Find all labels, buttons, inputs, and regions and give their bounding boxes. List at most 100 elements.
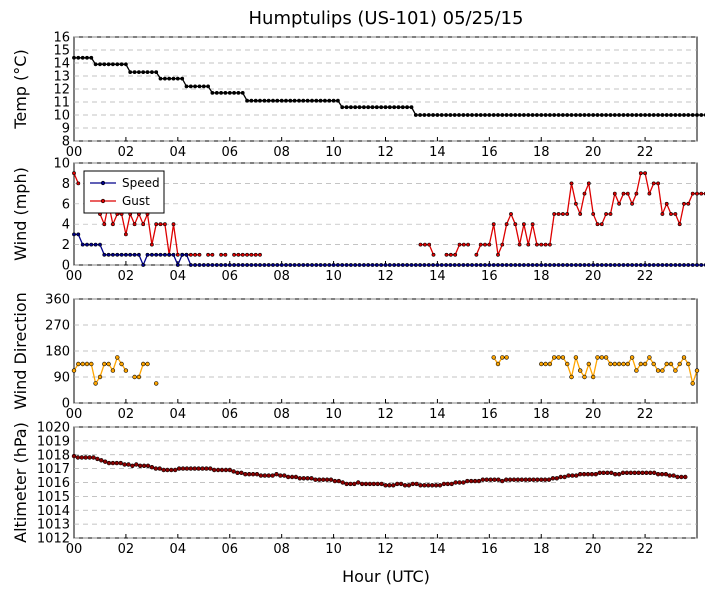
altimeter-series-point [433, 483, 439, 488]
altimeter-series-point [430, 483, 435, 488]
x-tick-label: 10 [325, 145, 342, 160]
speed-series-point [227, 263, 232, 267]
speed-series-point [348, 263, 353, 267]
direction-series-2-point [547, 361, 553, 367]
altimeter-series-point [519, 477, 524, 482]
speed-series-point [517, 263, 522, 267]
temp-series-point [236, 91, 241, 95]
temp-series-point [526, 113, 531, 117]
altimeter-series-point [83, 455, 88, 460]
temp-series-point [331, 98, 336, 103]
gust-series-late-point [574, 201, 578, 206]
legend-label: Gust [122, 194, 150, 208]
temp-series-point [509, 113, 513, 117]
altimeter-series-point [484, 477, 489, 482]
speed-series-point [210, 263, 215, 267]
direction-series-2-point [634, 368, 639, 373]
speed-series-point [647, 263, 652, 267]
gust-series-late-point [630, 201, 635, 206]
temp-series-point [318, 98, 323, 103]
direction-series-0-point [136, 374, 142, 380]
gust-series-late-point [565, 212, 570, 216]
speed-series-point [232, 263, 237, 267]
temp-series-point [149, 70, 154, 75]
y-tick-label: 11 [53, 96, 70, 111]
temp-series-point [418, 113, 423, 117]
altimeter-series-point [511, 477, 517, 482]
y-tick-label: 270 [45, 319, 70, 334]
temp-series-point [695, 113, 699, 117]
temp-series-point [379, 105, 384, 110]
panel-2: 0 90 180 270 360 00 02 04 06 08 10 12 14 16 18 20 22 Wind… [11, 292, 700, 422]
altimeter-series-point [414, 481, 419, 487]
y-tick-label: 1014 [37, 504, 70, 519]
altimeter-series-point [453, 480, 458, 485]
speed-series-point [301, 263, 306, 267]
altimeter-series-point [91, 455, 96, 460]
altimeter-series-point [398, 481, 404, 487]
altimeter-series-point [546, 477, 552, 482]
y-tick-label: 1019 [37, 434, 70, 449]
temp-series-point [119, 62, 124, 67]
temp-series-point [141, 70, 146, 75]
temp-series-point [232, 91, 237, 95]
temp-series-point [483, 113, 487, 117]
temp-series-point [548, 113, 552, 117]
speed-series-point [253, 263, 258, 267]
altimeter-series-point [616, 472, 622, 477]
gust-series-late-point [643, 171, 648, 176]
altimeter-series-point [188, 466, 194, 471]
speed-series-point [322, 263, 327, 267]
legend-swatch-point [100, 180, 106, 186]
direction-series-2-point [612, 361, 617, 367]
speed-series-point [638, 263, 643, 267]
speed-series-point [145, 252, 150, 257]
direction-series-2-point [655, 368, 661, 373]
altimeter-series-point [215, 467, 221, 473]
gust-series-late-point [526, 242, 531, 247]
temp-series-point [184, 84, 189, 89]
altimeter-series-point [457, 480, 462, 485]
temp-series-point [478, 113, 483, 117]
temp-series-point [660, 113, 665, 117]
y-tick-label: 2 [62, 238, 70, 253]
gust-series-low [180, 252, 262, 257]
y-tick-label: 8 [62, 177, 70, 192]
speed-series-point [539, 263, 544, 267]
direction-series-2-point [603, 355, 609, 360]
gust-series-mid-point [427, 242, 432, 247]
speed-series-point [643, 263, 648, 267]
x-tick-label: 06 [221, 145, 238, 160]
temp-series-point [574, 113, 578, 117]
speed-series-point [314, 263, 319, 267]
temp-series-point [223, 91, 228, 95]
temp-series-point [669, 113, 673, 117]
speed-series-point [556, 263, 561, 267]
altimeter-series-point [624, 470, 630, 475]
altimeter-series-point [130, 463, 135, 468]
x-tick-label: 06 [221, 407, 238, 422]
speed-series-point [669, 263, 673, 267]
gust-series-late-point [561, 212, 565, 216]
y-axis-label: Altimeter (hPa) [11, 422, 30, 543]
y-tick-label: 4 [62, 218, 70, 233]
altimeter-series-point [426, 483, 431, 488]
altimeter-series-point [554, 476, 559, 481]
temp-series-point [500, 113, 505, 117]
temp-series-point [357, 105, 362, 110]
speed-series-point [413, 263, 418, 267]
altimeter-series-point [655, 472, 661, 477]
temp-series-point [387, 105, 392, 110]
speed-series-point [487, 263, 492, 267]
temp-series-point [569, 113, 574, 117]
speed-series-point [184, 252, 189, 257]
direction-series-0-point [123, 368, 129, 373]
altimeter-series-point [651, 470, 657, 475]
temp-series-point [565, 113, 570, 117]
gust-series-late-point [543, 242, 548, 247]
gust-series-late-point [509, 212, 513, 216]
temp-series-point [210, 91, 215, 95]
temp-series-point [292, 98, 297, 103]
temp-series-point [188, 84, 193, 89]
altimeter-series-point [402, 483, 408, 488]
